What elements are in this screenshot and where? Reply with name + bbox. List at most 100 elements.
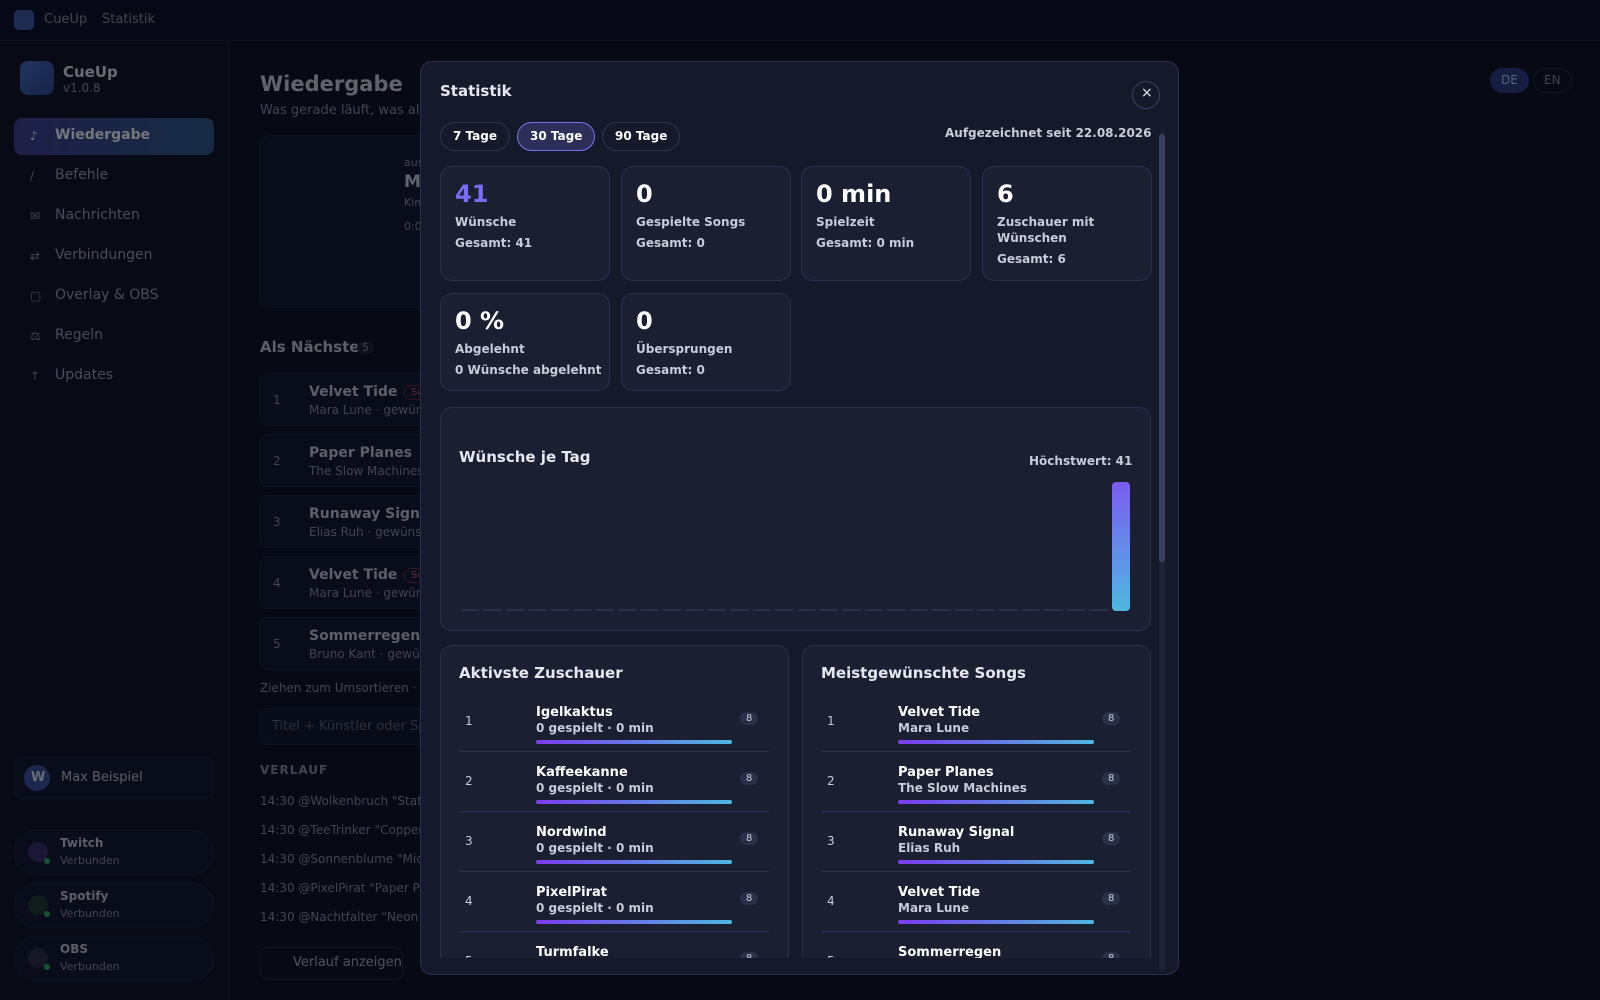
count-badge: 8 bbox=[740, 712, 759, 725]
stat-total: Gesamt: 0 bbox=[636, 236, 705, 250]
row-divider bbox=[821, 751, 1131, 752]
day-bar bbox=[999, 609, 1018, 611]
day-bar bbox=[1066, 609, 1086, 611]
range-pill[interactable]: 30 Tage bbox=[517, 122, 596, 151]
count-badge: 8 bbox=[740, 952, 759, 958]
modal-content: Statistik × 7 Tage 30 Tage 90 Tage Aufgezeich… bbox=[421, 62, 1178, 958]
count-bar bbox=[536, 740, 732, 744]
day-bar bbox=[819, 609, 839, 611]
chart-max: Höchstwert: 41 bbox=[1029, 454, 1133, 468]
day-bar bbox=[887, 609, 906, 611]
list-sub: The Slow Machines bbox=[898, 781, 1027, 795]
list-sub: 0 gespielt · 0 min bbox=[536, 901, 654, 915]
row-divider bbox=[821, 931, 1131, 932]
count-bar bbox=[536, 860, 732, 864]
close-button[interactable] bbox=[1132, 81, 1160, 109]
day-bar bbox=[483, 609, 502, 611]
range-pill[interactable]: 7 Tage bbox=[440, 122, 510, 151]
stat-card bbox=[621, 293, 791, 391]
chart-title: Wünsche je Tag bbox=[459, 448, 591, 466]
list-name: Kaffeekanne bbox=[536, 765, 628, 780]
day-bar bbox=[976, 609, 996, 611]
day-bar bbox=[461, 609, 480, 611]
day-bar bbox=[775, 609, 794, 611]
count-bar bbox=[898, 920, 1094, 924]
count-badge: 8 bbox=[1102, 952, 1121, 958]
count-badge: 8 bbox=[1102, 712, 1121, 725]
stat-value: 6 bbox=[997, 180, 1014, 208]
row-divider bbox=[459, 751, 769, 752]
row-divider bbox=[459, 931, 769, 932]
chart-panel bbox=[440, 407, 1151, 631]
stat-value: 41 bbox=[455, 180, 489, 208]
list-name: Velvet Tide bbox=[898, 705, 981, 720]
stat-label: Spielzeit bbox=[816, 215, 875, 229]
list-rank: 3 bbox=[465, 834, 473, 848]
stat-card bbox=[440, 166, 610, 281]
stat-total: Gesamt: 6 bbox=[997, 252, 1066, 266]
list-name: Runaway Signal bbox=[898, 825, 1015, 840]
list-name: Turmfalke bbox=[536, 945, 609, 958]
range-pill[interactable]: 90 Tage bbox=[602, 122, 681, 151]
list-title: Meistgewünschte Songs bbox=[821, 664, 1026, 682]
count-badge: 8 bbox=[1102, 832, 1121, 845]
stat-label: Gespielte Songs bbox=[636, 215, 746, 229]
scroll-thumb[interactable] bbox=[1159, 134, 1165, 562]
stat-label: Abgelehnt bbox=[455, 342, 525, 356]
list-rank: 5 bbox=[827, 954, 835, 958]
day-bar bbox=[932, 609, 951, 611]
recorded-since: Aufgezeichnet seit 22.08.2026 bbox=[945, 126, 1152, 140]
stat-value: 0 bbox=[636, 180, 653, 208]
day-bar bbox=[730, 609, 749, 611]
day-bar bbox=[573, 609, 592, 611]
day-bar bbox=[505, 609, 525, 611]
list-sub: Elias Ruh bbox=[898, 841, 961, 855]
list-sub: 0 gespielt · 0 min bbox=[536, 781, 654, 795]
row-divider bbox=[821, 871, 1131, 872]
count-badge: 8 bbox=[740, 832, 759, 845]
list-rank: 3 bbox=[827, 834, 835, 848]
day-bar bbox=[528, 609, 547, 611]
list-rank: 5 bbox=[465, 954, 473, 958]
day-bar bbox=[842, 609, 861, 611]
day-bar bbox=[864, 609, 884, 611]
list-name: Igelkaktus bbox=[536, 705, 613, 720]
stat-total: 0 Wünsche abgelehnt bbox=[455, 363, 602, 377]
day-bar bbox=[1044, 609, 1063, 611]
stat-value: 0 % bbox=[455, 307, 505, 335]
stat-total: Gesamt: 0 min bbox=[816, 236, 915, 250]
list-title: Aktivste Zuschauer bbox=[459, 664, 623, 682]
list-name: Velvet Tide bbox=[898, 885, 981, 900]
stat-card bbox=[621, 166, 791, 281]
list-rank: 4 bbox=[827, 894, 835, 908]
count-bar bbox=[898, 800, 1094, 804]
day-bar bbox=[752, 609, 772, 611]
list-rank: 2 bbox=[465, 774, 473, 788]
list-rank: 1 bbox=[465, 714, 473, 728]
day-bar bbox=[640, 609, 659, 611]
row-divider bbox=[821, 811, 1131, 812]
day-bar bbox=[550, 609, 570, 611]
stat-card bbox=[982, 166, 1152, 281]
stat-card bbox=[801, 166, 971, 281]
day-bar bbox=[797, 609, 816, 611]
list-name: Sommerregen bbox=[898, 945, 1002, 958]
list-sub: Mara Lune bbox=[898, 901, 970, 915]
list-rank: 4 bbox=[465, 894, 473, 908]
list-name: Paper Planes bbox=[898, 765, 994, 780]
stat-total: Gesamt: 0 bbox=[636, 363, 705, 377]
count-bar bbox=[536, 920, 732, 924]
day-bar bbox=[595, 609, 615, 611]
count-badge: 8 bbox=[1102, 892, 1121, 905]
count-badge: 8 bbox=[740, 892, 759, 905]
stat-value: 0 bbox=[636, 307, 653, 335]
stat-label: Übersprungen bbox=[636, 342, 733, 356]
stat-value: 0 min bbox=[816, 180, 892, 208]
statistics-modal: Statistik × 7 Tage 30 Tage 90 Tage Aufgezeich… bbox=[420, 61, 1179, 975]
close-label: × bbox=[1141, 85, 1153, 101]
day-bar bbox=[1021, 609, 1041, 611]
stat-card bbox=[440, 293, 610, 391]
day-bar bbox=[909, 609, 929, 611]
count-badge: 8 bbox=[740, 772, 759, 785]
